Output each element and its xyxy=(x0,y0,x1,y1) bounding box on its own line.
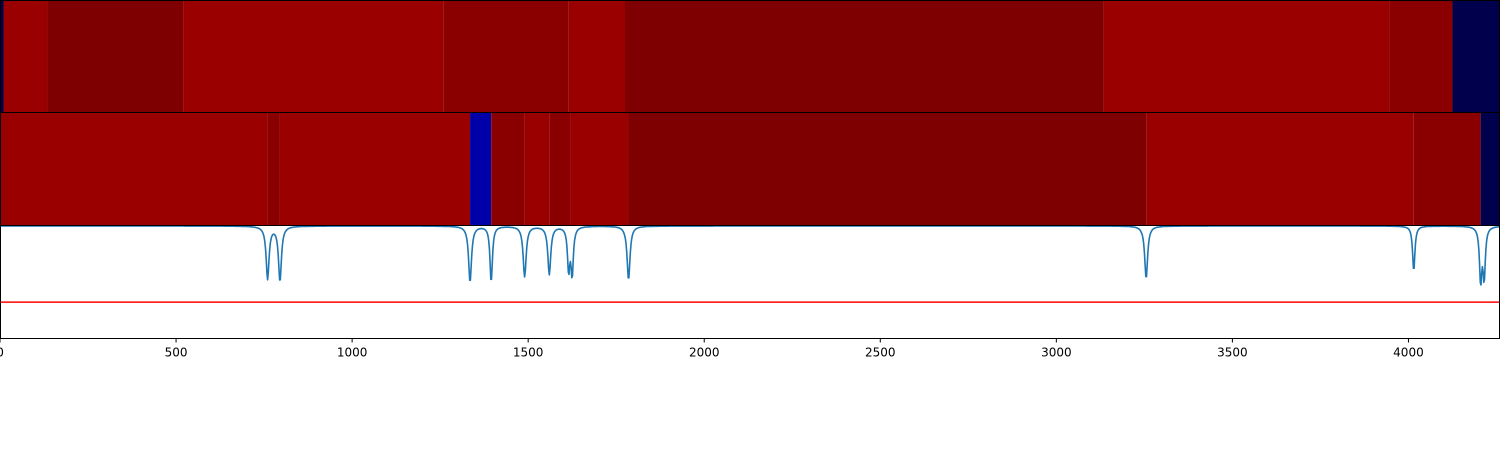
heatmap-segment xyxy=(470,113,492,225)
x-tick-label: 3000 xyxy=(1041,346,1072,360)
x-tick-label: 500 xyxy=(165,346,188,360)
x-tick-label: 2000 xyxy=(689,346,720,360)
heatmap-strip-middle xyxy=(0,113,1500,225)
heatmap-segment xyxy=(183,1,444,112)
x-tick-label: 1500 xyxy=(513,346,544,360)
x-tick-label: 1000 xyxy=(337,346,368,360)
heatmap-segment xyxy=(267,113,280,225)
heatmap-segment xyxy=(443,1,569,112)
heatmap-segment xyxy=(1389,1,1453,112)
x-tick-label: 0 xyxy=(0,346,4,360)
heatmap-segment xyxy=(1413,113,1481,225)
heatmap-segment xyxy=(524,113,550,225)
heatmap-segment xyxy=(0,113,268,225)
heatmap-segment xyxy=(1452,1,1500,112)
heatmap-segment xyxy=(570,113,629,225)
heatmap-strip-top xyxy=(0,1,1500,112)
heatmap-segment xyxy=(1146,113,1414,225)
x-tick-label: 3500 xyxy=(1217,346,1248,360)
heatmap-segment xyxy=(568,1,625,112)
heatmap-segment xyxy=(1103,1,1390,112)
heatmap-segment xyxy=(628,113,1147,225)
x-tick-label: 4000 xyxy=(1393,346,1424,360)
heatmap-segment xyxy=(3,1,48,112)
heatmap-segment xyxy=(0,1,4,112)
x-axis: 0 500 1000 1500 2000 2500 3000 3500 4000 xyxy=(0,338,1424,360)
heatmap-segment xyxy=(1480,113,1500,225)
heatmap-segment xyxy=(549,113,571,225)
heatmap-segment xyxy=(279,113,471,225)
x-tick-label: 2500 xyxy=(865,346,896,360)
heatmap-segment xyxy=(491,113,525,225)
heatmap-segment xyxy=(625,1,1104,112)
heatmap-segment xyxy=(47,1,184,112)
